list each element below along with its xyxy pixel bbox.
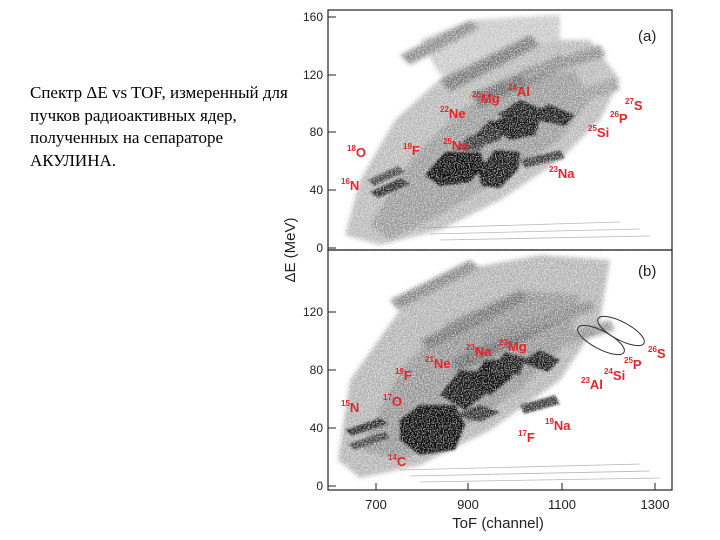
x-tick-label: 1100 [548,497,576,512]
panel-a-ytick: 40 [310,183,324,197]
y-axis-label: ΔE (MeV) [282,217,299,282]
isotope-label-c14: 14C [388,453,407,469]
panel-b-ytick: 40 [310,421,324,435]
isotope-label-ne21: 21Ne [425,355,451,371]
isotope-label-o17: 17O [383,393,402,409]
isotope-label-na23: 23Na [549,165,575,181]
isotope-label-si25: 25Si [588,124,609,140]
figure-caption: Спектр ΔE vs TOF, измеренный для пучков … [30,83,288,170]
isotope-label-mg23: 23Mg [499,338,527,354]
panel-b-ytick: 120 [303,305,323,319]
isotope-label-s26: 26S [648,345,666,361]
isotope-label-na23: 23Na [466,343,492,359]
panel-b: 0 40 80 120 (b) 15N 14C 17O 19F 21Ne 23N… [303,249,673,493]
isotope-label-f19: 19F [395,367,412,383]
isotope-label-na25: 25Na [443,137,469,153]
isotope-label-s27: 27S [625,97,643,113]
isotope-label-p25: 25P [624,356,642,372]
panel-b-scatter [328,250,672,490]
isotope-label-f17: 17F [518,429,535,445]
panel-a-ytick: 80 [310,125,324,139]
isotope-label-p26: 26P [610,110,628,126]
panel-a-ytick: 0 [316,241,323,255]
isotope-label-f19: 19F [403,142,420,158]
panel-b-tag: (b) [638,263,656,280]
x-tick-label: 1300 [641,497,670,512]
x-tick-label: 900 [457,497,479,512]
panel-a-tag: (a) [638,28,656,45]
isotope-label-n15: 15N [341,399,359,415]
panel-b-ytick: 80 [310,363,324,377]
isotope-label-o18: 18O [347,144,366,160]
x-tick-label: 700 [365,497,387,512]
x-axis-label: ToF (channel) [452,515,544,532]
panel-b-ytick: 0 [316,479,323,493]
isotope-label-ne22: 22Ne [440,105,466,121]
isotope-label-na19: 19Na [545,417,571,433]
isotope-label-mg25: 25Mg [472,90,500,106]
panel-a-ytick: 160 [303,10,323,24]
panel-a: 0 40 80 120 160 (a) 18O 16N 19F 22Ne 25N… [303,9,673,255]
panel-a-ytick: 120 [303,68,323,82]
isotope-label-al23: 23Al [581,376,603,392]
isotope-label-n16: 16N [341,177,359,193]
isotope-label-al24: 24Al [508,83,530,99]
panel-a-scatter [328,10,672,250]
isotope-label-si24: 24Si [604,367,625,383]
